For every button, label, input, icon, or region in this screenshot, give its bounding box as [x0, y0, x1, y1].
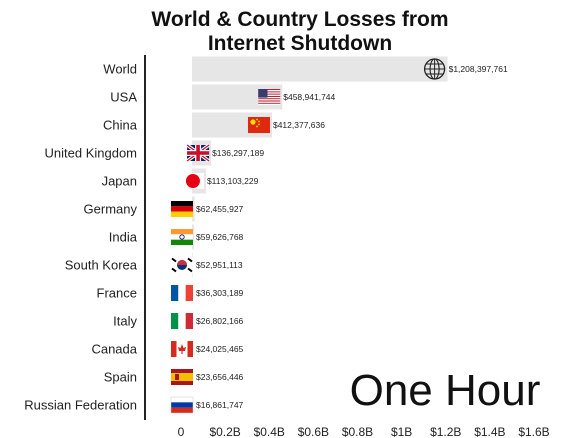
value-label: $113,103,229 — [207, 176, 259, 186]
category-label: India — [109, 230, 138, 245]
category-label: Germany — [84, 202, 138, 217]
x-tick-label: $1.6B — [518, 425, 549, 438]
flag-russia-icon — [170, 396, 194, 414]
flag-france-icon — [171, 285, 193, 301]
x-tick-label: 0 — [178, 425, 185, 438]
category-label: Japan — [102, 174, 137, 189]
time-annotation: One Hour — [350, 366, 541, 415]
category-label: Canada — [91, 342, 137, 357]
flag-canada-icon — [171, 341, 193, 357]
flag-japan-icon — [181, 173, 204, 189]
chart-title-line-2: Internet Shutdown — [208, 32, 392, 55]
x-tick-label: $0.4B — [254, 425, 285, 438]
flag-italy-icon — [171, 313, 193, 329]
flag-china-icon — [247, 117, 270, 133]
x-tick-label: $0.2B — [209, 425, 240, 438]
value-label: $52,951,113 — [196, 260, 243, 270]
flag-uk-icon — [186, 143, 211, 163]
globe-icon — [423, 58, 446, 80]
category-label: USA — [110, 90, 137, 105]
chart-title-line-1: World & Country Losses from — [151, 8, 448, 31]
x-tick-label: $0.6B — [298, 425, 329, 438]
category-label: United Kingdom — [45, 146, 138, 161]
category-label: South Korea — [65, 258, 138, 273]
flag-usa-icon — [258, 89, 281, 105]
value-label: $1,208,397,761 — [449, 64, 508, 74]
x-tick-label: $1.4B — [474, 425, 505, 438]
value-label: $16,861,747 — [196, 400, 244, 410]
x-tick-label: $0.8B — [342, 425, 373, 438]
category-label: Spain — [104, 370, 137, 385]
value-label: $136,297,189 — [212, 148, 264, 158]
flag-india-icon — [171, 229, 193, 245]
value-label: $412,377,636 — [273, 120, 325, 130]
bars-group: World $1,208,397,761 USA $458,941,744 China $… — [24, 56, 508, 414]
bar-5 — [192, 196, 195, 222]
flag-germany-icon — [171, 201, 193, 217]
bar-0 — [192, 56, 448, 82]
value-label: $458,941,744 — [283, 92, 335, 102]
x-tick-label: $1B — [391, 425, 412, 438]
category-label: Italy — [113, 314, 137, 329]
x-tick-label: $1.2B — [430, 425, 461, 438]
x-axis-ticks: 0 $0.2B $0.4B $0.6B $0.8B $1B $1.2B $1.4B $1.6B — [178, 425, 550, 438]
value-label: $26,802,166 — [196, 316, 244, 326]
value-label: $24,025,465 — [196, 344, 244, 354]
value-label: $62,455,927 — [196, 204, 244, 214]
value-label: $36,303,189 — [196, 288, 244, 298]
value-label: $23,656,446 — [196, 372, 244, 382]
category-label: China — [103, 118, 138, 133]
category-label: World — [103, 62, 137, 77]
flag-spain-icon — [171, 369, 193, 385]
value-label: $59,626,768 — [196, 232, 244, 242]
flag-south-korea-icon — [171, 257, 193, 273]
category-label: France — [97, 286, 137, 301]
category-label: Russian Federation — [24, 398, 137, 413]
bar-6 — [192, 224, 195, 250]
